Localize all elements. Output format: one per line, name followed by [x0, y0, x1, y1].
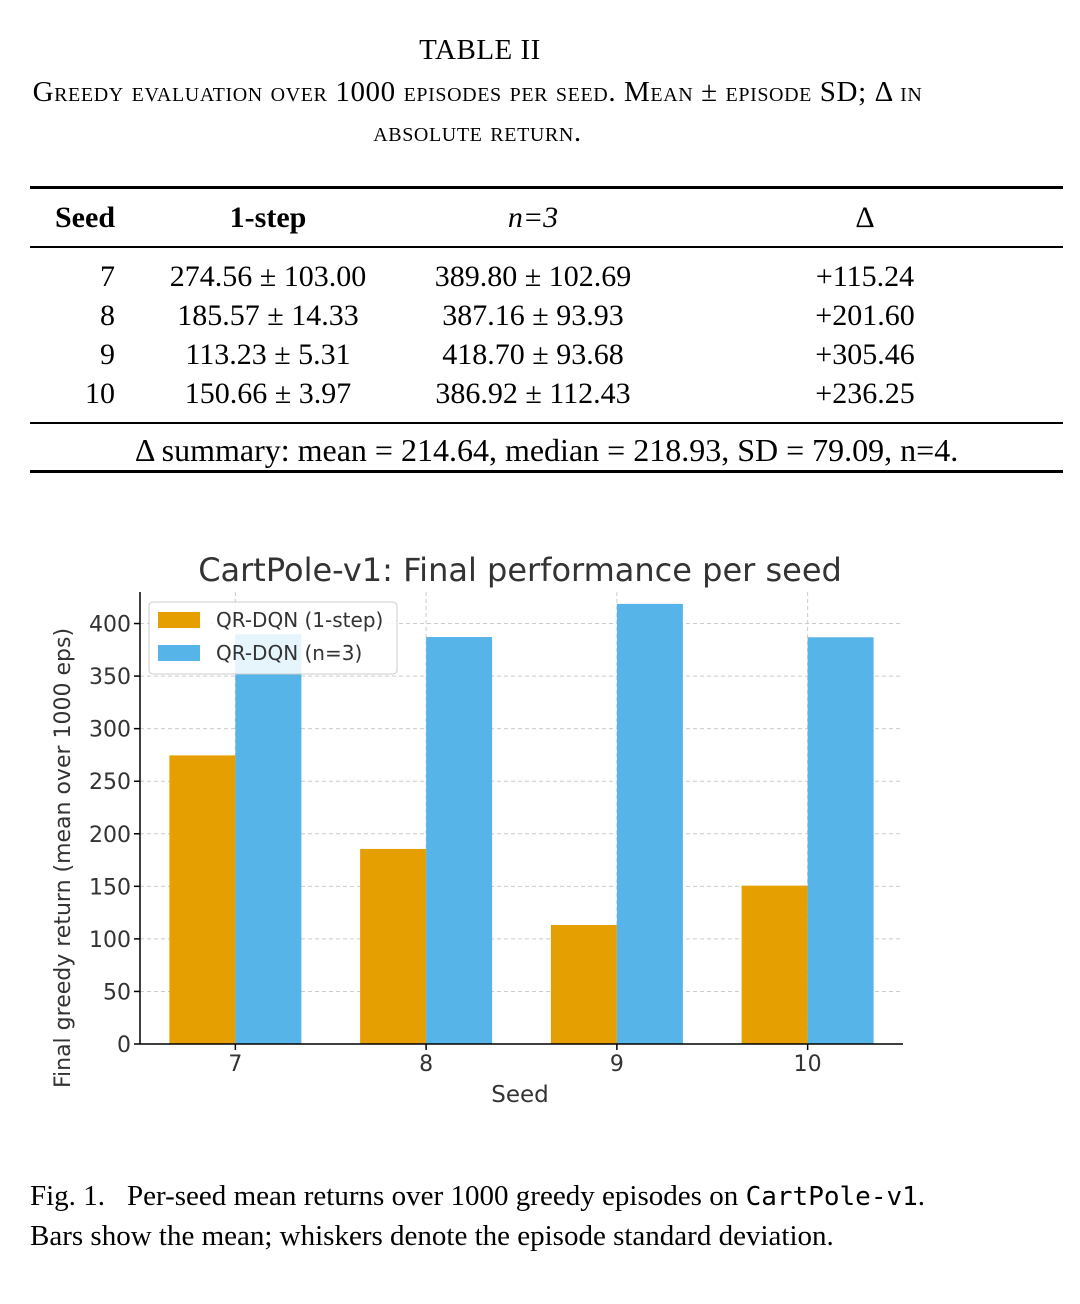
chart-title: CartPole-v1: Final performance per seed	[198, 551, 842, 589]
chart-bars	[169, 603, 874, 1044]
row-n3: 386.92 ± 112.43	[435, 377, 631, 410]
figure-caption-text: Per-seed mean returns over 1000 greedy e…	[127, 1180, 739, 1212]
row-seed: 7	[100, 260, 115, 293]
y-tick-label: 400	[89, 613, 131, 638]
y-tick-label: 350	[89, 665, 131, 690]
header-one-step: 1-step	[229, 201, 307, 234]
chart-legend: QR-DQN (1-step) QR-DQN (n=3)	[148, 601, 398, 675]
header-n3: n=3	[507, 201, 559, 234]
row-delta: +236.25	[815, 377, 915, 410]
y-tick-label: 50	[103, 980, 131, 1005]
bar-one-step	[550, 924, 617, 1044]
y-tick-label: 300	[89, 718, 131, 743]
row-seed: 9	[100, 338, 115, 371]
table-summary: Δ summary: mean = 214.64, median = 218.9…	[134, 432, 959, 468]
table-top-rule	[30, 186, 1063, 189]
row-one-step: 274.56 ± 103.00	[169, 260, 367, 293]
row-seed: 8	[100, 299, 115, 332]
bar-n3	[616, 603, 683, 1044]
chart-y-ticks: 0 50 100 150 200 250 300 350 400	[89, 613, 140, 1058]
x-tick-label: 8	[419, 1052, 433, 1077]
figure-caption: Fig. 1. Per-seed mean returns over 1000 …	[30, 1177, 925, 1256]
bar-chart: 0 50 100 150 200 250 300 350 400 7 8 9 10 CartPole-…	[51, 551, 903, 1108]
row-one-step: 113.23 ± 5.31	[185, 338, 351, 371]
row-n3: 389.80 ± 102.69	[434, 260, 632, 293]
bar-n3	[426, 637, 493, 1044]
y-tick-label: 100	[89, 928, 131, 953]
chart-axes	[139, 592, 903, 1045]
bar-n3	[807, 637, 874, 1044]
bar-one-step	[741, 885, 808, 1044]
row-delta: +115.24	[815, 260, 915, 293]
figure-caption-text-end: . Bars show the mean; whiskers denote th…	[30, 1180, 926, 1252]
x-tick-label: 7	[228, 1052, 242, 1077]
legend-label: QR-DQN (n=3)	[216, 641, 362, 665]
row-delta: +201.60	[815, 299, 915, 332]
row-seed: 10	[85, 377, 115, 410]
row-one-step: 150.66 ± 3.97	[184, 377, 352, 410]
chart-x-ticks: 7 8 9 10	[228, 1044, 822, 1077]
figure-label: Fig. 1.	[30, 1180, 106, 1212]
chart-y-axis-label: Final greedy return (mean over 1000 eps)	[51, 628, 76, 1088]
header-seed: Seed	[55, 201, 115, 234]
table-title: TABLE II	[419, 34, 541, 66]
y-tick-label: 200	[89, 823, 131, 848]
bar-n3	[235, 634, 302, 1044]
figure-env-name: CartPole-v1	[745, 1182, 918, 1212]
y-tick-label: 250	[89, 770, 131, 795]
table-bottom-rule	[30, 470, 1063, 473]
bar-one-step	[169, 755, 236, 1044]
row-one-step: 185.57 ± 14.33	[177, 299, 359, 332]
legend-swatch	[158, 612, 200, 628]
chart-x-axis-label: Seed	[491, 1082, 549, 1108]
y-tick-label: 150	[89, 875, 131, 900]
row-n3: 418.70 ± 93.68	[442, 338, 624, 371]
bar-one-step	[360, 848, 427, 1044]
y-tick-label: 0	[117, 1033, 131, 1058]
table-caption: Greedy evaluation over 1000 episodes per…	[32, 76, 923, 148]
legend-swatch	[158, 645, 200, 661]
x-tick-label: 10	[794, 1052, 822, 1077]
table-body-rule	[30, 422, 1063, 424]
row-delta: +305.46	[815, 338, 915, 371]
table-header-rule	[30, 246, 1063, 248]
row-n3: 387.16 ± 93.93	[442, 299, 624, 332]
x-tick-label: 9	[610, 1052, 624, 1077]
header-delta: Δ	[855, 201, 875, 234]
legend-label: QR-DQN (1-step)	[216, 608, 383, 632]
legend-box	[148, 601, 398, 675]
